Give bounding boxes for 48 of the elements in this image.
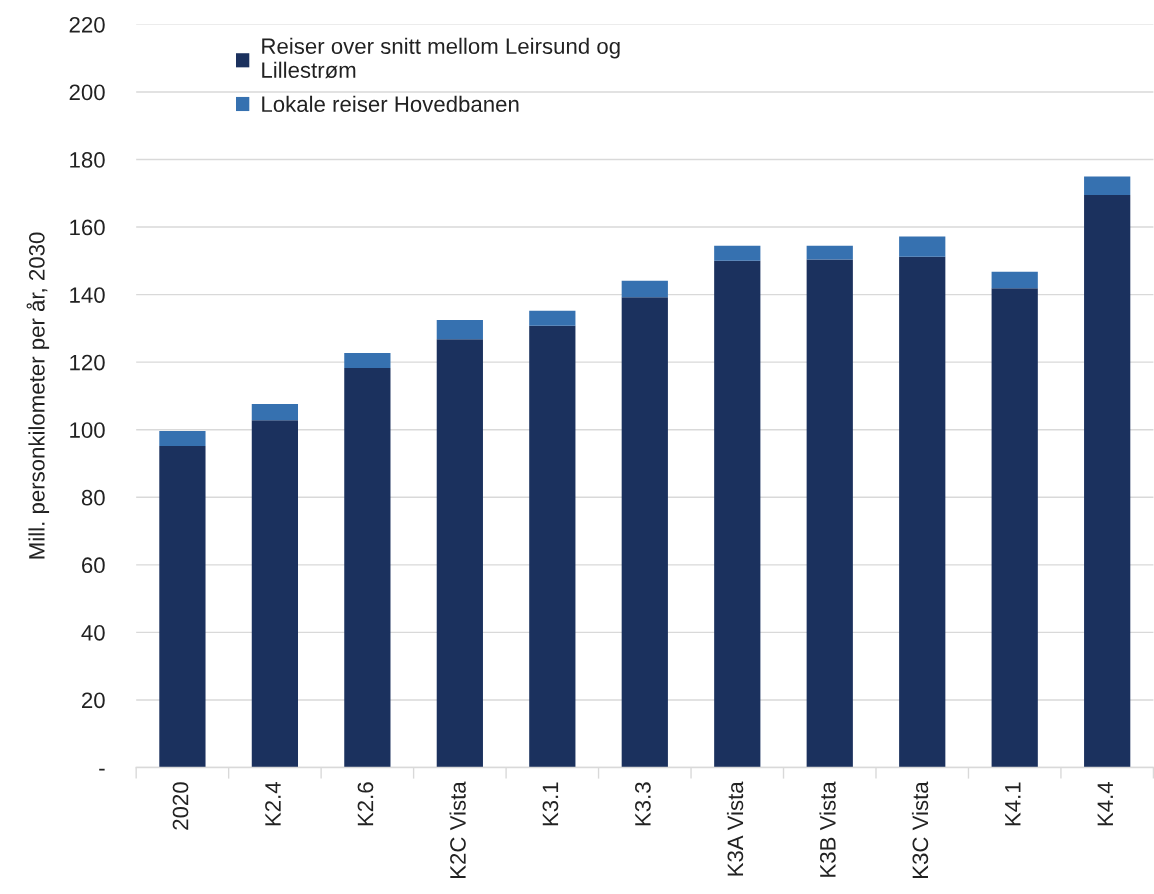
- x-tick-label: K3C Vista: [911, 781, 929, 878]
- bar: [251, 420, 299, 768]
- y-tick-label: 160: [70, 219, 105, 236]
- y-tick-label: 20: [82, 692, 105, 709]
- x-tick-label: K2.6: [357, 782, 374, 826]
- y-tick-label: 40: [81, 624, 105, 641]
- bar: [806, 245, 853, 260]
- bar: [714, 245, 761, 261]
- y-tick-label: 100: [70, 422, 105, 438]
- y-tick-label: 140: [70, 287, 105, 303]
- bar: [621, 280, 668, 298]
- x-tick-label: K3A Vista: [726, 781, 744, 876]
- bar: [529, 310, 576, 326]
- legend-label: Lokale reiser Hovedbanen: [262, 95, 519, 113]
- x-tick-label: K3.1: [542, 782, 559, 826]
- bar: [436, 339, 483, 768]
- y-axis-title: Mill. personkilometer per år, 2030: [26, 232, 50, 559]
- bar: [899, 256, 946, 768]
- bar: [344, 353, 391, 368]
- bar: [251, 404, 299, 421]
- y-tick-label: 220: [69, 16, 105, 33]
- bar: [991, 271, 1038, 289]
- bar: [1084, 176, 1131, 195]
- y-tick-label: 200: [69, 84, 105, 101]
- y-tick-label: 80: [81, 489, 105, 506]
- legend-label: Reiser over snitt mellom Leirsund og Lillestrøm: [262, 37, 620, 79]
- x-tick-label: 2020: [172, 782, 189, 830]
- bar: [529, 325, 576, 768]
- y-tick-label: 120: [70, 354, 105, 371]
- x-tick-label: K4.4: [1097, 782, 1113, 826]
- y-tick-label: -: [99, 768, 105, 771]
- x-tick-label: K3B Vista: [819, 781, 836, 877]
- x-tick-label: K4.1: [1005, 782, 1021, 826]
- bar: [806, 259, 853, 768]
- bar: [159, 445, 206, 768]
- x-tick-label: K2.4: [265, 782, 281, 826]
- y-tick-label: 180: [70, 152, 105, 168]
- bar: [621, 297, 668, 768]
- bar: [159, 431, 206, 446]
- bar: [714, 260, 761, 768]
- bar: [899, 236, 946, 257]
- bar: [344, 367, 391, 768]
- x-tick-label: K2C Vista: [449, 781, 466, 878]
- x-tick-label: K3.3: [635, 782, 651, 826]
- bar: [991, 288, 1038, 768]
- bar: [1084, 194, 1131, 768]
- y-tick-label: 60: [82, 557, 105, 574]
- bar: [436, 319, 483, 340]
